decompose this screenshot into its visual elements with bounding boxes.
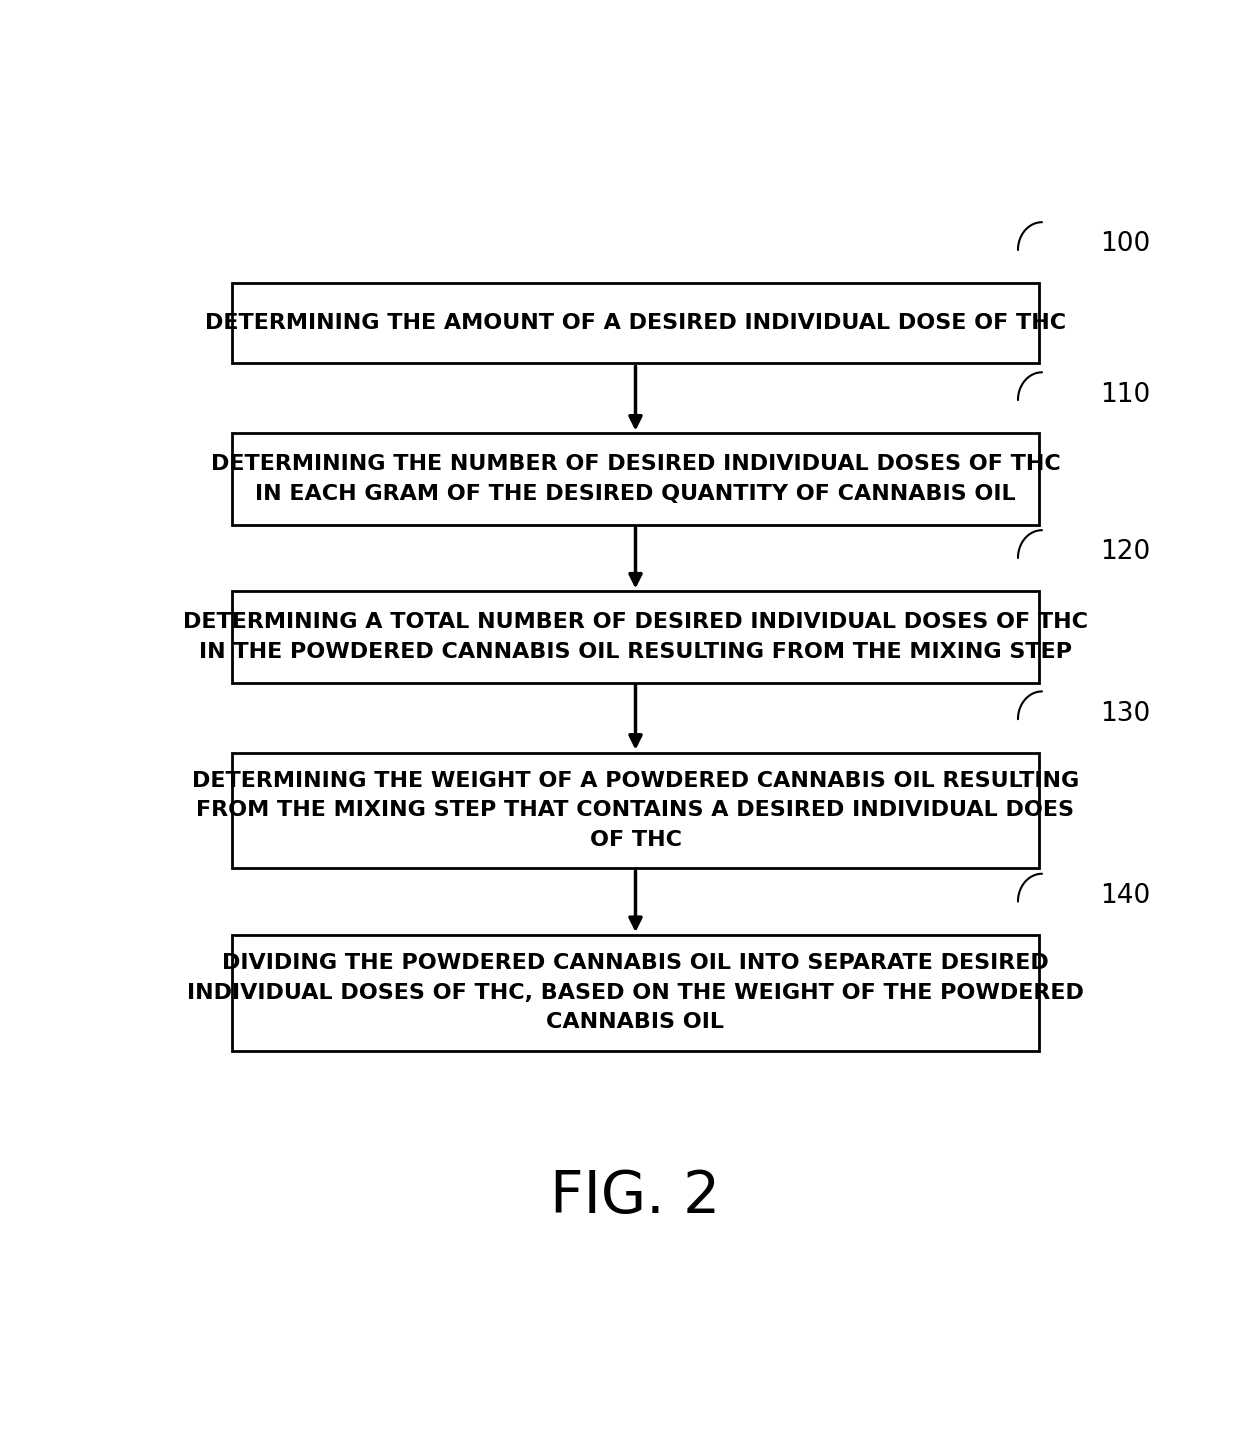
- Bar: [232, 283, 1039, 364]
- Text: 120: 120: [1100, 540, 1149, 566]
- Text: DETERMINING A TOTAL NUMBER OF DESIRED INDIVIDUAL DOSES OF THC
IN THE POWDERED CA: DETERMINING A TOTAL NUMBER OF DESIRED IN…: [184, 612, 1087, 661]
- Bar: [232, 592, 1039, 683]
- Text: 130: 130: [1100, 700, 1149, 726]
- Text: 140: 140: [1100, 882, 1149, 910]
- Bar: [232, 433, 1039, 524]
- Text: DETERMINING THE AMOUNT OF A DESIRED INDIVIDUAL DOSE OF THC: DETERMINING THE AMOUNT OF A DESIRED INDI…: [205, 313, 1066, 334]
- Text: DETERMINING THE WEIGHT OF A POWDERED CANNABIS OIL RESULTING
FROM THE MIXING STEP: DETERMINING THE WEIGHT OF A POWDERED CAN…: [192, 771, 1079, 851]
- Text: 100: 100: [1100, 231, 1149, 257]
- Text: FIG. 2: FIG. 2: [551, 1168, 720, 1225]
- Text: DIVIDING THE POWDERED CANNABIS OIL INTO SEPARATE DESIRED
INDIVIDUAL DOSES OF THC: DIVIDING THE POWDERED CANNABIS OIL INTO …: [187, 953, 1084, 1032]
- Bar: [232, 934, 1039, 1051]
- Text: DETERMINING THE NUMBER OF DESIRED INDIVIDUAL DOSES OF THC
IN EACH GRAM OF THE DE: DETERMINING THE NUMBER OF DESIRED INDIVI…: [211, 455, 1060, 504]
- Bar: [232, 752, 1039, 868]
- Text: 110: 110: [1100, 381, 1149, 407]
